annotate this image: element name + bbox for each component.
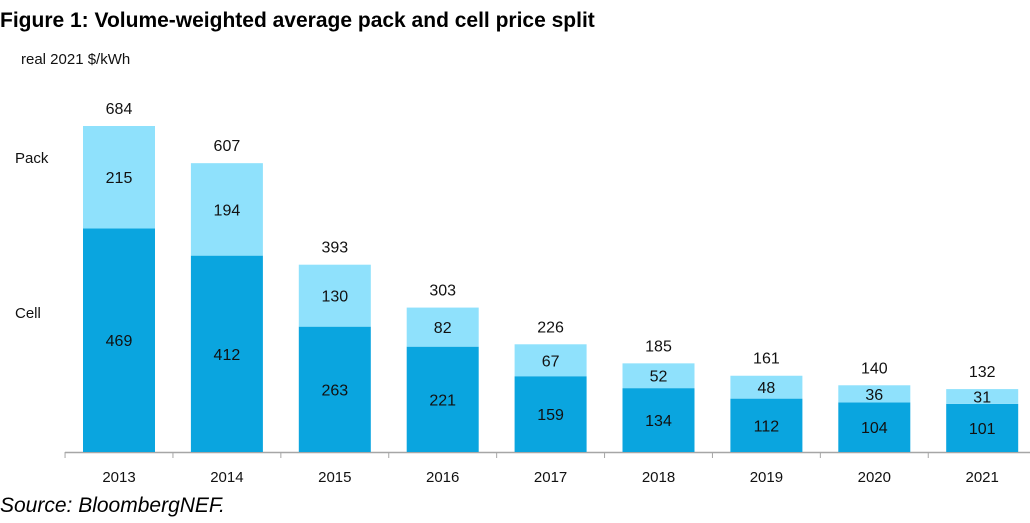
- bar-cell: [730, 398, 803, 452]
- y-axis-unit-label: real 2021 $/kWh: [21, 51, 130, 68]
- data-label-cell: 101: [969, 421, 996, 438]
- total-label: 684: [106, 101, 133, 118]
- data-label-pack: 130: [321, 289, 348, 306]
- bar-pack: [406, 307, 479, 347]
- bar-pack: [838, 385, 911, 403]
- total-label: 161: [753, 351, 780, 368]
- data-label-pack: 52: [650, 369, 668, 386]
- bar-pack: [730, 375, 803, 399]
- data-label-cell: 469: [106, 333, 133, 350]
- data-label-cell: 221: [429, 392, 456, 409]
- data-label-cell: 112: [754, 418, 780, 435]
- bar-pack: [83, 126, 155, 229]
- bar-cell: [190, 255, 263, 452]
- bar-pack: [190, 163, 263, 256]
- data-label-cell: 104: [861, 420, 888, 437]
- x-tick-label: 2014: [210, 469, 243, 486]
- data-label-pack: 36: [865, 387, 883, 404]
- bar-cell: [838, 402, 911, 452]
- x-tick-label: 2017: [534, 469, 567, 486]
- data-label-cell: 134: [645, 413, 672, 430]
- bar-cell: [83, 228, 155, 452]
- bar-pack: [514, 344, 587, 377]
- data-label-pack: 82: [434, 320, 452, 337]
- bar-pack: [298, 264, 371, 327]
- chart-title: Figure 1: Volume-weighted average pack a…: [0, 9, 595, 32]
- x-tick-label: 2016: [426, 469, 459, 486]
- data-label-cell: 412: [214, 347, 241, 364]
- bar-cell: [946, 403, 1019, 452]
- bar-cell: [298, 326, 371, 452]
- x-tick-label: 2020: [858, 469, 891, 486]
- x-tick-label: 2021: [966, 469, 999, 486]
- data-label-cell: 159: [537, 407, 564, 424]
- bar-cell: [514, 376, 587, 452]
- bar-pack: [946, 389, 1019, 404]
- bar-cell: [406, 346, 479, 452]
- total-label: 185: [645, 338, 672, 355]
- data-label-pack: 31: [973, 389, 991, 406]
- total-label: 140: [861, 360, 888, 377]
- total-label: 607: [214, 138, 241, 155]
- total-label: 303: [429, 283, 456, 300]
- data-label-cell: 263: [321, 382, 348, 399]
- data-label-pack: 67: [542, 353, 560, 370]
- x-tick-label: 2019: [750, 469, 783, 486]
- total-label: 226: [537, 319, 564, 336]
- x-tick-label: 2018: [642, 469, 675, 486]
- x-tick-label: 2013: [102, 469, 135, 486]
- source-note: Source: BloombergNEF.: [0, 494, 225, 517]
- bar-cell: [622, 388, 695, 452]
- total-label: 393: [321, 240, 348, 257]
- data-label-pack: 215: [106, 170, 133, 187]
- legend-label-cell: Cell: [15, 305, 41, 322]
- total-label: 132: [969, 364, 996, 381]
- legend-label-pack: Pack: [15, 150, 49, 167]
- x-tick-label: 2015: [318, 469, 351, 486]
- data-label-pack: 194: [214, 202, 241, 219]
- bar-pack: [622, 363, 695, 389]
- data-label-pack: 48: [758, 380, 776, 397]
